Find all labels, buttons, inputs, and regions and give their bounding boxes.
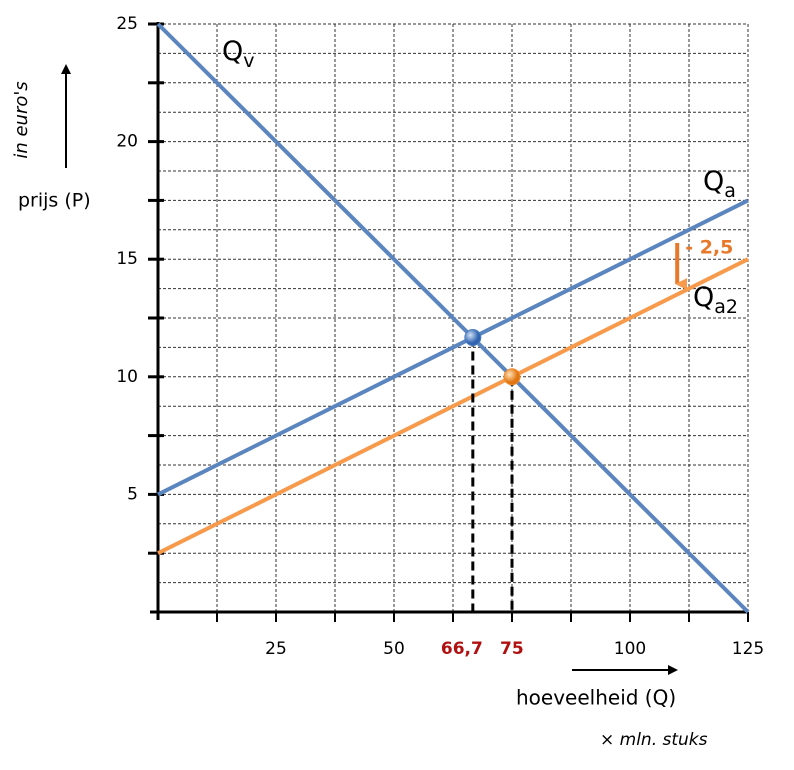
y-tick-label: 15 (116, 249, 138, 269)
series-name: Q (222, 36, 243, 67)
series-name: Q (693, 282, 714, 313)
x-tick-label: 125 (732, 639, 764, 659)
x-tick-label: 25 (265, 639, 287, 659)
y-unit: in euro's (11, 81, 32, 158)
y-tick-label: 10 (116, 367, 138, 387)
y-tick-label: 25 (116, 14, 138, 34)
y-tick-label: 20 (116, 132, 138, 152)
x-tick-label: 50 (383, 639, 405, 659)
equilibrium-point (503, 368, 521, 386)
series-label: Qa (703, 166, 736, 202)
series-line (157, 198, 749, 497)
point-x-label: 75 (500, 639, 524, 659)
x-label: hoeveelheid (Q) (516, 686, 676, 710)
series-line (157, 257, 749, 555)
series-subscript: a (724, 180, 736, 202)
y-tick-label: 5 (127, 484, 138, 504)
series-name: Q (703, 166, 724, 197)
equilibrium-point (464, 329, 482, 347)
series-subscript: a2 (714, 296, 738, 318)
x-unit: × mln. stuks (600, 730, 708, 750)
shift-label: - 2,5 (685, 237, 733, 259)
x-tick-label: 100 (614, 639, 646, 659)
point-x-label: 66,7 (441, 639, 483, 659)
series-subscript: v (243, 50, 254, 72)
series-line (156, 22, 750, 614)
y-label: prijs (P) (18, 190, 91, 212)
series-label: Qv (222, 36, 255, 72)
series-label: Qa2 (693, 282, 738, 318)
